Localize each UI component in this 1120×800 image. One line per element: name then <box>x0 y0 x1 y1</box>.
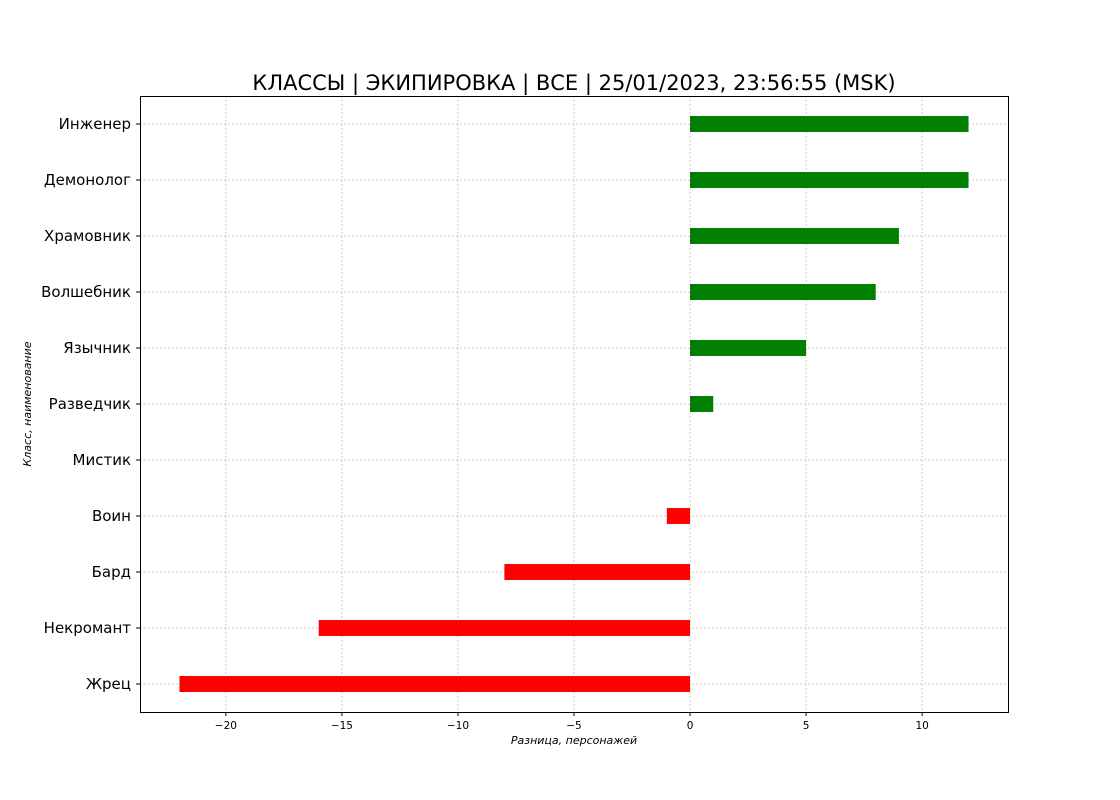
x-tick-label: 10 <box>915 720 928 732</box>
bar <box>666 508 691 524</box>
category-label: Демонолог <box>44 171 131 189</box>
x-tick-label: −20 <box>215 720 237 732</box>
bar <box>179 676 691 692</box>
x-tick-label: 5 <box>803 720 810 732</box>
category-label: Мистик <box>73 451 131 469</box>
bar <box>690 396 714 412</box>
grid-lines <box>140 96 1008 712</box>
x-tick-label: −15 <box>331 720 353 732</box>
bar <box>690 228 899 244</box>
category-label: Храмовник <box>44 227 131 245</box>
category-label: Язычник <box>63 339 131 357</box>
bar <box>690 172 969 188</box>
chart-title: КЛАССЫ | ЭКИПИРОВКА | ВСЕ | 25/01/2023, … <box>252 71 895 96</box>
x-tick-label: −10 <box>447 720 469 732</box>
bar <box>504 564 691 580</box>
category-label: Инженер <box>59 115 131 133</box>
category-label: Некромант <box>44 619 132 637</box>
category-label: Бард <box>92 563 131 581</box>
x-tick-label: 0 <box>687 720 694 732</box>
x-axis-ticks: −20 −15 −10 −5 0 5 10 <box>215 712 929 732</box>
y-axis-label: Класс, наименование <box>21 341 34 466</box>
bar <box>690 340 807 356</box>
category-label: Разведчик <box>49 395 131 413</box>
category-label: Жрец <box>86 675 131 693</box>
x-axis-label: Разница, персонажей <box>511 734 637 747</box>
y-axis-ticks: Инженер Демонолог Храмовник Волшебник Язычни… <box>41 115 140 693</box>
category-label: Волшебник <box>41 283 131 301</box>
bar <box>690 284 876 300</box>
bars <box>179 116 969 692</box>
bar <box>318 620 691 636</box>
bar <box>690 116 969 132</box>
category-label: Воин <box>92 507 131 525</box>
x-tick-label: −5 <box>566 720 581 732</box>
